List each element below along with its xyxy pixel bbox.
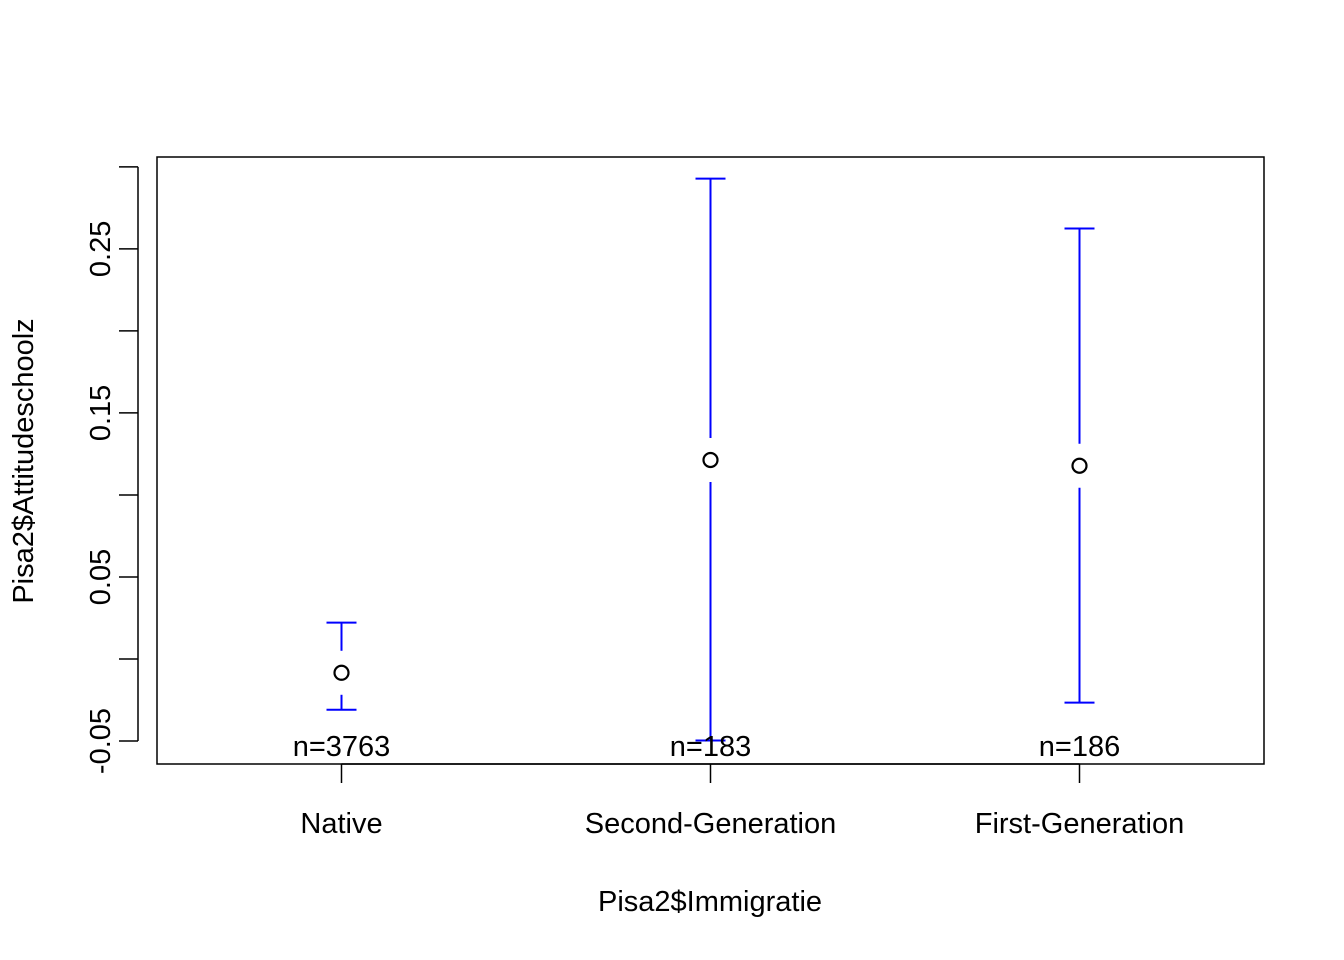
y-axis: -0.05 0.05 0.15 0.25: [85, 166, 139, 774]
x-tick-label: Second-Generation: [585, 808, 837, 840]
x-tick-label: Native: [300, 808, 382, 840]
x-tick-label: First-Generation: [975, 808, 1185, 840]
x-axis: Native Second-Generation First-Generation: [300, 763, 1185, 840]
mean-point: [1071, 457, 1088, 474]
n-label: n=3763: [293, 731, 391, 763]
n-label: n=183: [670, 731, 751, 763]
mean-point: [702, 451, 719, 469]
y-tick-label: -0.05: [85, 708, 117, 774]
error-bar-group: [695, 177, 726, 742]
mean-point: [333, 664, 350, 681]
error-bar-group: [1064, 227, 1095, 704]
error-bar-group: [326, 621, 357, 711]
y-axis-title: Pisa2$Attitudeschoolz: [8, 318, 40, 603]
y-tick-label: 0.15: [85, 385, 117, 441]
y-tick-label: 0.05: [85, 549, 117, 605]
n-label: n=186: [1039, 731, 1120, 763]
x-axis-title: Pisa2$Immigratie: [598, 886, 822, 918]
sample-size-labels: n=3763 n=183 n=186: [293, 731, 1121, 763]
error-bar-series: [326, 177, 1095, 742]
y-tick-label: 0.25: [85, 221, 117, 277]
